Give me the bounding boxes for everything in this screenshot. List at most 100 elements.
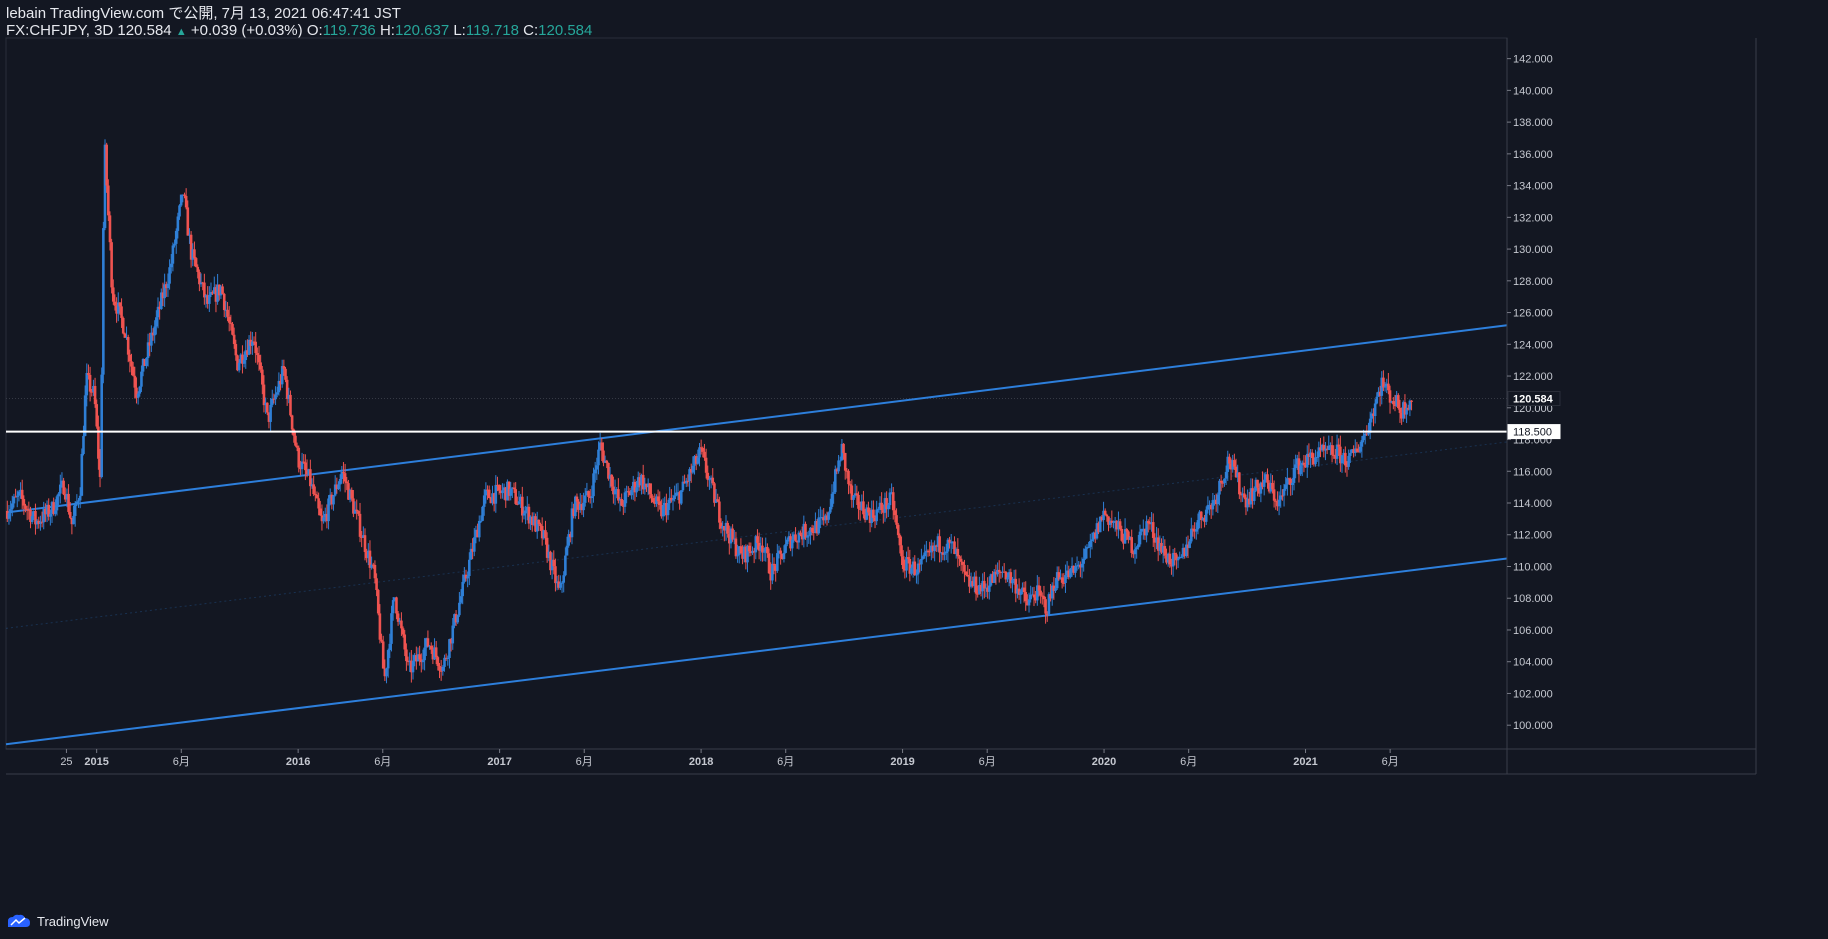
candle-body	[979, 585, 983, 592]
candle-body	[1170, 564, 1173, 567]
trendlines[interactable]	[5, 324, 1508, 746]
candle-body	[393, 597, 397, 601]
candle-body	[439, 670, 443, 672]
candle-body	[521, 496, 524, 516]
candle-body	[272, 398, 276, 400]
candle-body	[125, 337, 128, 339]
candle-body	[716, 499, 720, 502]
candle-body	[880, 502, 883, 511]
candle-body	[938, 536, 941, 553]
price-tick-label: 116.000	[1513, 466, 1552, 478]
trendline-channel-lower[interactable]	[5, 557, 1508, 746]
candle-body	[595, 465, 599, 470]
candle-body	[65, 493, 69, 500]
candle-body	[19, 489, 22, 492]
candle-body	[416, 654, 420, 662]
candle-body	[1140, 528, 1143, 532]
candle-body	[282, 366, 286, 369]
candle-body	[794, 534, 797, 541]
candle-body	[910, 567, 913, 574]
time-tick-label: 2019	[890, 756, 914, 768]
candle-body	[842, 443, 845, 453]
candle-body	[845, 470, 849, 472]
candle-body	[971, 581, 975, 587]
candle-body	[42, 508, 46, 523]
candle-body	[1274, 500, 1278, 502]
candle-body	[1112, 521, 1115, 523]
candle-body	[593, 469, 597, 474]
candle-body	[645, 483, 648, 488]
price-change: +0.039 (+0.03%)	[190, 22, 303, 39]
candle-body	[1287, 478, 1291, 480]
candle-body	[267, 412, 271, 422]
candle-body	[860, 501, 864, 510]
candle-body	[1229, 463, 1233, 470]
candle-body	[756, 536, 759, 543]
time-tick-label: 6月	[173, 756, 190, 768]
candle-body	[103, 144, 107, 229]
price-tick-label: 114.000	[1513, 498, 1552, 510]
candle-body	[981, 580, 984, 592]
candle-body	[1272, 489, 1276, 501]
candle-body	[723, 526, 726, 531]
candle-body	[251, 341, 254, 346]
candle-body	[111, 287, 115, 302]
candle-body	[279, 380, 282, 385]
candle-body	[1377, 391, 1380, 397]
candle-body	[401, 628, 405, 635]
candle-body	[721, 526, 724, 529]
candle-body	[275, 392, 279, 395]
candle-body	[694, 456, 698, 464]
candle-body	[701, 448, 705, 452]
candle-body	[598, 442, 602, 450]
candle-body	[559, 583, 562, 588]
candle-body	[868, 512, 872, 523]
candle-body	[1236, 472, 1239, 478]
candle-body	[497, 484, 501, 491]
candle-body	[517, 501, 521, 505]
candle-body	[199, 282, 203, 285]
candle-body	[312, 484, 315, 495]
candle-body	[120, 306, 123, 318]
high-label: H:	[379, 22, 395, 39]
candle-body	[1145, 521, 1148, 536]
candle-body	[1077, 564, 1081, 566]
candle-body	[494, 484, 498, 504]
candle-body	[1334, 455, 1337, 459]
trendline-channel-upper[interactable]	[5, 324, 1508, 514]
candle-body	[70, 517, 74, 525]
candle-body	[454, 614, 458, 623]
candle-body	[198, 271, 201, 285]
candle-body	[208, 294, 211, 304]
candle-body	[973, 576, 976, 587]
candle-body	[1350, 449, 1354, 453]
candle-body	[825, 515, 829, 520]
candle-body	[1188, 541, 1191, 548]
candle-body	[539, 524, 542, 526]
trendline-channel-mid[interactable]	[5, 441, 1508, 629]
candle-body	[886, 505, 890, 510]
candle-body	[1256, 479, 1259, 488]
candle-body	[1178, 556, 1182, 559]
candle-body	[327, 498, 330, 522]
candle-body	[1070, 565, 1074, 569]
candle-body	[1093, 532, 1097, 539]
candle-body	[1052, 585, 1056, 591]
candle-body	[1332, 454, 1336, 456]
candle-body	[833, 469, 837, 493]
candle-body	[395, 597, 398, 614]
candle-body	[708, 479, 711, 481]
candle-body	[1348, 452, 1352, 456]
candle-body	[1074, 566, 1077, 573]
candle-body	[1092, 532, 1095, 540]
candle-body	[386, 650, 390, 669]
candle-body	[102, 228, 105, 375]
candle-body	[363, 535, 367, 553]
candle-body	[976, 593, 979, 595]
candle-body	[39, 521, 42, 524]
candle-body	[679, 490, 683, 504]
candle-body	[320, 515, 324, 522]
candle-body	[1191, 528, 1195, 530]
candle-body	[1267, 482, 1271, 492]
